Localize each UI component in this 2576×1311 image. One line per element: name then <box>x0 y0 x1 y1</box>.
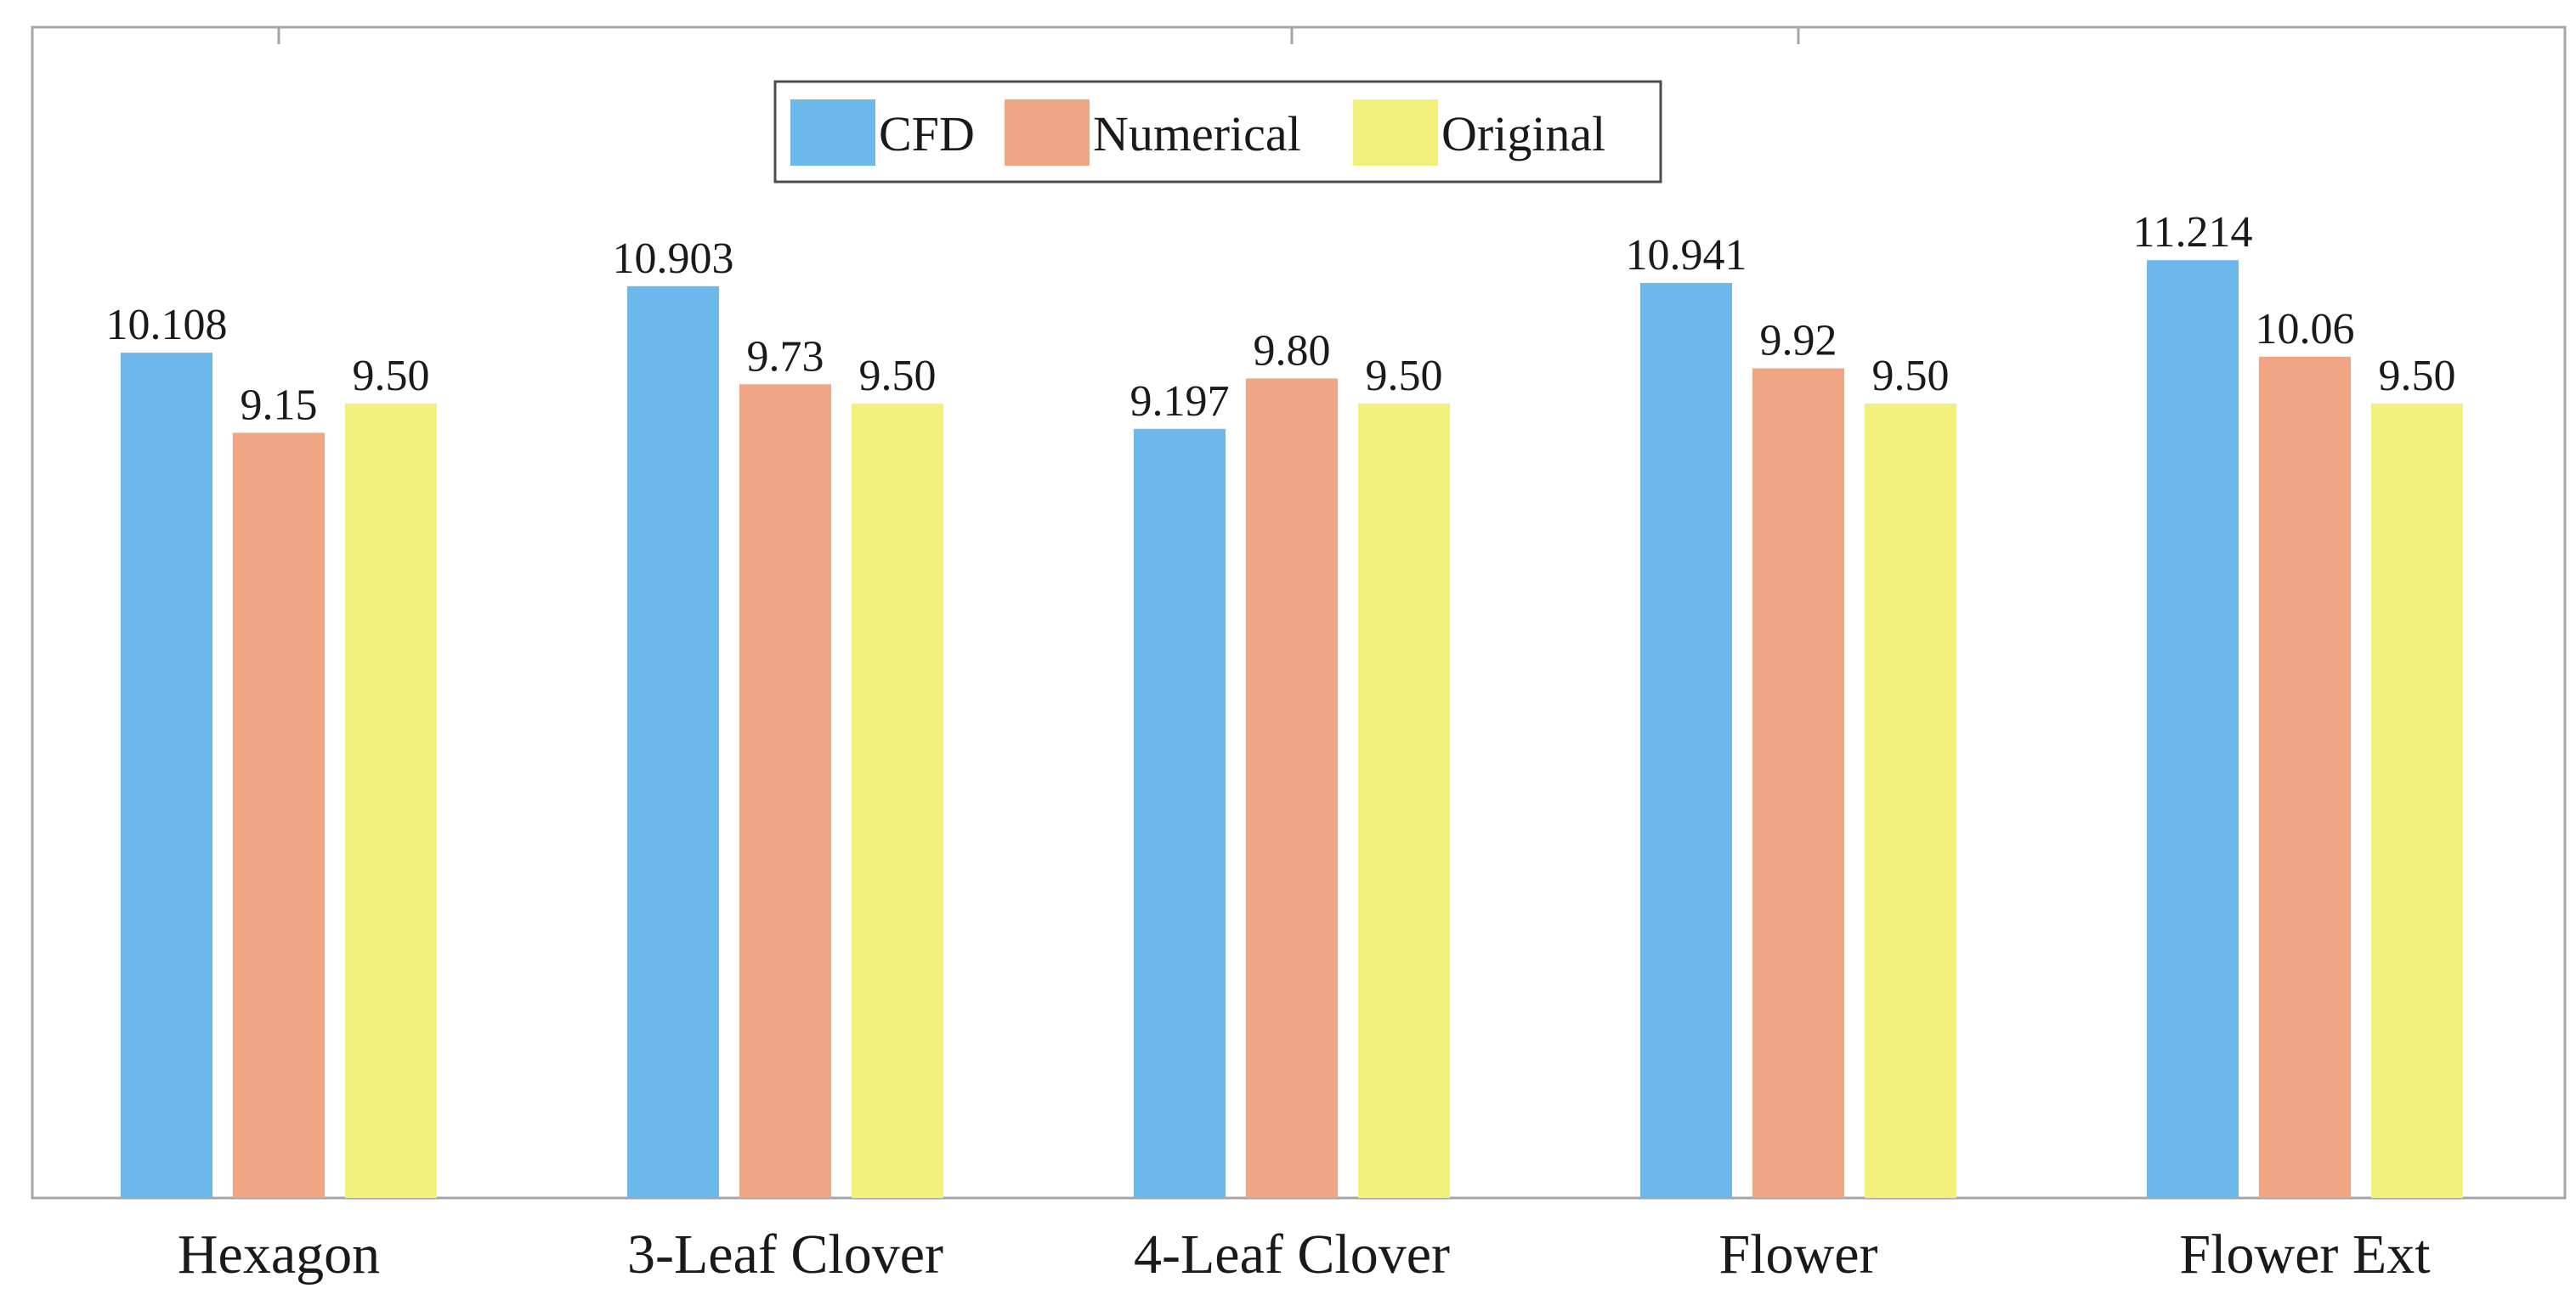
legend-box <box>773 80 1662 184</box>
bar-original-3 <box>1865 403 1956 1198</box>
x-tick-label: Flower Ext <box>2179 1223 2430 1286</box>
data-label-original-3: 9.50 <box>1872 352 1950 400</box>
x-tick-label: 4-Leaf Clover <box>1134 1223 1450 1286</box>
bar-cfd-4 <box>2147 260 2239 1199</box>
data-label-cfd-1: 10.903 <box>613 235 734 283</box>
x-tick-label: 3-Leaf Clover <box>627 1223 943 1286</box>
legend-swatch-numerical <box>1005 99 1090 166</box>
x-tick-labels: Hexagon 3-Leaf Clover 4-Leaf Clover Flower F… <box>178 1223 2431 1286</box>
x-tick-label: Flower <box>1719 1223 1878 1286</box>
data-label-numerical-0: 9.15 <box>241 381 318 429</box>
bar-original-1 <box>852 403 943 1198</box>
legend-swatch-original <box>1353 99 1438 166</box>
bar-numerical-0 <box>233 432 325 1199</box>
bar-original-0 <box>345 403 437 1198</box>
data-labels: 10.108 10.903 9.197 10.941 11.214 9.15 9.73 9.8… <box>106 208 2456 429</box>
data-label-cfd-0: 10.108 <box>106 301 228 349</box>
bar-cfd-3 <box>1640 283 1732 1198</box>
legend-label-cfd: CFD <box>879 106 975 161</box>
data-label-original-4: 9.50 <box>2379 352 2456 400</box>
bar-numerical-2 <box>1246 378 1338 1198</box>
bar-numerical-3 <box>1752 368 1844 1198</box>
bar-original-4 <box>2371 403 2463 1198</box>
x-tick-label: Hexagon <box>178 1223 380 1286</box>
data-label-numerical-1: 9.73 <box>747 332 824 381</box>
legend-swatch-cfd <box>790 99 875 166</box>
data-label-numerical-2: 9.80 <box>1254 326 1331 375</box>
data-label-original-2: 9.50 <box>1366 352 1443 400</box>
bar-numerical-4 <box>2259 356 2351 1198</box>
data-label-cfd-3: 10.941 <box>1626 231 1747 280</box>
data-label-numerical-4: 10.06 <box>2256 305 2355 353</box>
legend-label-original: Original <box>1441 106 1605 161</box>
bar-cfd-0 <box>121 353 212 1199</box>
data-label-original-1: 9.50 <box>859 352 937 400</box>
bar-numerical-1 <box>739 384 831 1198</box>
data-label-numerical-3: 9.92 <box>1760 317 1837 365</box>
x-ticks <box>277 27 1800 1198</box>
bar-cfd-2 <box>1134 428 1226 1198</box>
bars <box>121 260 2463 1199</box>
data-label-cfd-2: 9.197 <box>1130 377 1230 426</box>
data-label-cfd-4: 11.214 <box>2132 208 2252 257</box>
data-label-original-0: 9.50 <box>353 352 430 400</box>
bar-original-2 <box>1358 403 1450 1198</box>
legend: CFD Numerical Original <box>773 80 1662 184</box>
legend-label-numerical: Numerical <box>1093 106 1301 161</box>
bar-cfd-1 <box>627 285 719 1199</box>
